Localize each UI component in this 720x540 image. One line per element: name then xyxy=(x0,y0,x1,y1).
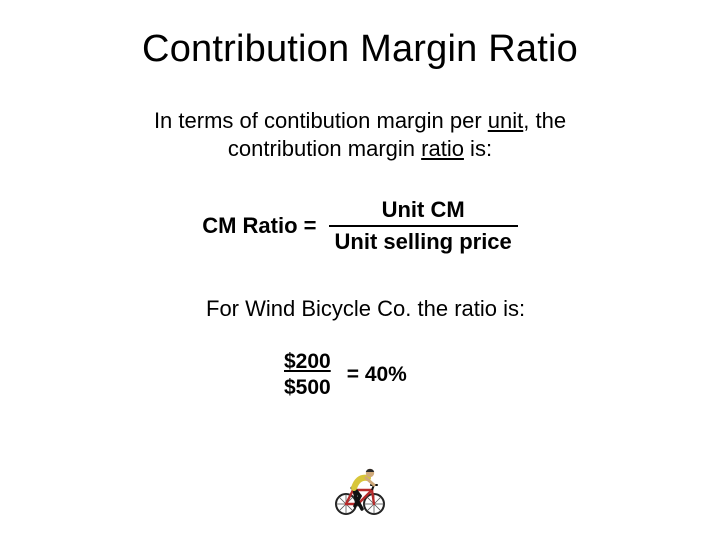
formula-numerator: Unit CM xyxy=(376,197,471,224)
example-text: For Wind Bicycle Co. the ratio is: xyxy=(206,296,720,322)
cm-ratio-formula: CM Ratio = Unit CM Unit selling price xyxy=(0,197,720,254)
formula-denominator: Unit selling price xyxy=(329,227,518,254)
subtitle-l1-post: , the xyxy=(523,108,566,133)
subtitle-l1-u: unit xyxy=(488,108,523,133)
subtitle-l2-u: ratio xyxy=(421,136,464,161)
calc-numerator: $200 xyxy=(278,350,337,374)
cyclist-icon xyxy=(332,460,388,521)
slide-subtitle: In terms of contibution margin per unit,… xyxy=(0,107,720,163)
calc-result: = 40% xyxy=(347,363,407,387)
formula-fraction: Unit CM Unit selling price xyxy=(329,197,518,254)
subtitle-l2-pre: contribution margin xyxy=(228,136,421,161)
slide: Contribution Margin Ratio In terms of co… xyxy=(0,0,720,540)
subtitle-l1-pre: In terms of contibution margin per xyxy=(154,108,488,133)
formula-lhs: CM Ratio = xyxy=(202,213,316,239)
example-calc: $200 $500 = 40% xyxy=(278,350,720,400)
calc-denominator: $500 xyxy=(278,374,337,400)
subtitle-l2-post: is: xyxy=(464,136,492,161)
calc-fraction: $200 $500 xyxy=(278,350,337,400)
slide-title: Contribution Margin Ratio xyxy=(0,28,720,71)
